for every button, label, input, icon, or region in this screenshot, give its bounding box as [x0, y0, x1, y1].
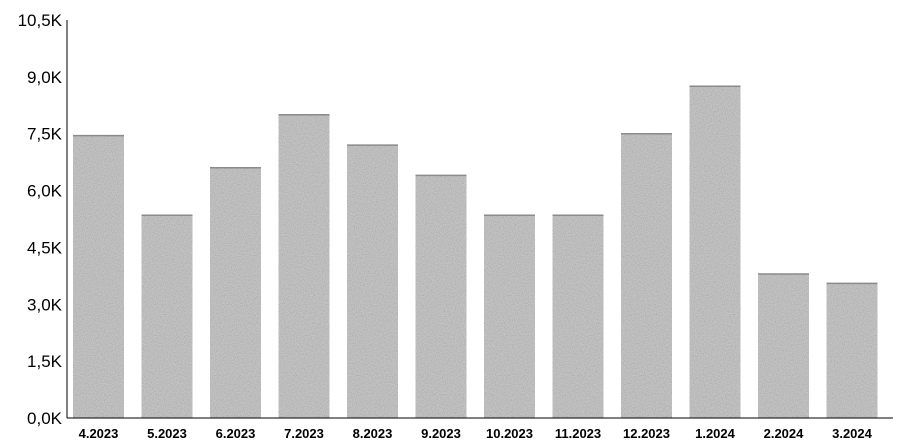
- y-tick-label: 3,0K: [27, 295, 63, 314]
- x-tick-label: 2.2024: [764, 426, 805, 441]
- bar-11-2023: [552, 215, 604, 418]
- y-tick-label: 7,5K: [27, 125, 63, 144]
- x-tick-label: 10.2023: [486, 426, 533, 441]
- bar-3-2024: [826, 283, 878, 418]
- bar-12-2023: [621, 133, 672, 418]
- x-tick-label: 11.2023: [555, 426, 601, 441]
- bar-5-2023: [141, 215, 193, 418]
- y-axis-ticks: 0,0K 1,5K 3,0K 4,5K 6,0K 7,5K 9,0K 10,5K: [18, 11, 63, 428]
- x-tick-label: 3.2024: [832, 426, 873, 441]
- bar-10-2023: [484, 215, 535, 418]
- bar-9-2023: [415, 175, 467, 418]
- x-tick-label: 4.2023: [79, 426, 119, 441]
- bar-8-2023: [347, 145, 398, 418]
- bar-2-2024: [758, 274, 809, 418]
- y-tick-label: 4,5K: [27, 238, 63, 257]
- y-tick-label: 10,5K: [18, 11, 63, 30]
- y-tick-label: 1,5K: [27, 352, 63, 371]
- x-tick-label: 9.2023: [421, 426, 461, 441]
- x-tick-label: 1.2024: [695, 426, 736, 441]
- x-axis-labels: 4.2023 5.2023 6.2023 7.2023 8.2023 9.2023 10.2…: [79, 426, 873, 441]
- bars-layer: [73, 85, 878, 419]
- y-tick-label: 0,0K: [27, 409, 63, 428]
- x-tick-label: 8.2023: [353, 426, 393, 441]
- bar-1-2024: [689, 86, 741, 419]
- bar-4-2023: [73, 135, 124, 418]
- y-tick-label: 9,0K: [27, 68, 63, 87]
- y-tick-label: 6,0K: [27, 182, 63, 201]
- x-tick-label: 5.2023: [147, 426, 187, 441]
- x-tick-label: 12.2023: [623, 426, 670, 441]
- x-tick-label: 6.2023: [216, 426, 256, 441]
- bar-6-2023: [210, 167, 261, 418]
- bar-7-2023: [278, 114, 330, 419]
- x-tick-label: 7.2023: [284, 426, 324, 441]
